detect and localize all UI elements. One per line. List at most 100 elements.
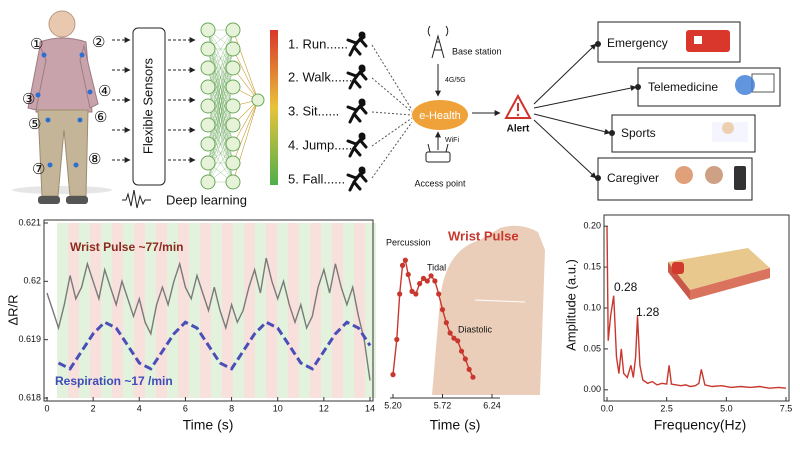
data-point [458, 348, 465, 354]
background-stripe [277, 223, 288, 398]
annotation: 0.28 [614, 280, 638, 294]
x-tick-label: 4 [137, 403, 142, 413]
y-tick-label: 0.62 [23, 276, 41, 286]
background-stripe [211, 223, 222, 398]
data-point [466, 366, 472, 372]
background-stripe [365, 223, 376, 398]
y-tick-label: 0.00 [583, 384, 601, 394]
network-edge [207, 124, 234, 183]
activity-icon [346, 170, 368, 192]
network-edge [232, 29, 259, 101]
sensor-strip [474, 299, 526, 303]
activity: 4. Jump...... [288, 137, 356, 152]
series-label: Respiration ~17 /min [55, 374, 173, 388]
sensor-label: ④ [98, 83, 111, 100]
background-stripe [244, 223, 255, 398]
service-dots [595, 41, 641, 181]
network-edge [232, 99, 259, 164]
sensor-label: ① [30, 36, 43, 53]
hub-cloud [412, 100, 468, 130]
network-label: Deep learning [166, 192, 247, 207]
x-axis-label: Time (s) [430, 417, 481, 433]
wrist-photo [432, 225, 545, 395]
y-tick-label: 0.15 [583, 261, 601, 271]
network-node [225, 155, 241, 171]
x-tick-label: 14 [365, 403, 375, 413]
data-point [436, 291, 442, 297]
data-point [420, 275, 427, 281]
data-point [432, 278, 438, 284]
background-stripe [222, 223, 233, 398]
background-stripe [145, 223, 156, 398]
background-stripe [288, 223, 299, 398]
background-stripe [233, 223, 244, 398]
activity-icon [346, 102, 368, 124]
x-tick-label: 0.0 [601, 403, 614, 413]
data-point [439, 307, 446, 313]
network-edge [207, 29, 234, 107]
y-axis-label: ΔR/R [5, 294, 20, 325]
background-stripe [189, 223, 200, 398]
network-edge [207, 29, 234, 88]
sensor-label: ⑧ [88, 151, 101, 168]
background-stripe [321, 223, 332, 398]
plot-frame [43, 219, 374, 402]
sensor-box-label: Flexible Sensors [140, 57, 155, 154]
x-tick-label: 6.24 [483, 400, 501, 410]
data-point [447, 330, 453, 336]
background-stripe [354, 223, 365, 398]
base-station-label: Base station [452, 46, 502, 56]
data-point [417, 281, 423, 287]
color-bar [270, 30, 278, 185]
person [12, 10, 112, 204]
activity-icon [346, 68, 368, 90]
background-stripe [134, 223, 145, 398]
network-node [225, 41, 241, 57]
data-point [397, 291, 403, 297]
wave-icon [122, 189, 151, 209]
network-edge [207, 143, 234, 183]
network-node [225, 98, 241, 114]
service-links [533, 43, 637, 179]
y-tick-label: 0.618 [18, 392, 41, 402]
service-icons [675, 30, 775, 190]
network-node [200, 98, 216, 114]
series-label: Wrist Pulse ~77/min [70, 240, 184, 254]
background-stripe [90, 223, 101, 398]
x-tick-label: 8 [229, 403, 234, 413]
background-stripe [167, 223, 178, 398]
data-point [409, 288, 415, 294]
activity: 3. Sit...... [288, 103, 339, 118]
data-point [405, 271, 411, 278]
network-node [225, 60, 241, 76]
x-axis-label: Frequency(Hz) [654, 417, 747, 433]
x-tick-label: 5.72 [434, 400, 452, 410]
y-tick-label: 0.619 [18, 334, 41, 344]
background-stripe [112, 223, 123, 398]
network-node [200, 60, 216, 76]
service-label: Telemedicine [648, 80, 718, 94]
sensor-label: ② [92, 34, 105, 51]
x-tick-label: 2.5 [660, 403, 673, 413]
device-image [668, 248, 770, 300]
network-node [200, 22, 216, 38]
network-edge [207, 105, 234, 183]
y-tick-label: 0.621 [18, 217, 41, 227]
service-label: Sports [621, 126, 656, 140]
network-node [225, 136, 241, 152]
background-stripe [310, 223, 321, 398]
background-stripe [332, 223, 343, 398]
data-point [394, 336, 400, 343]
data-point [413, 291, 419, 297]
wifi-label: WiFi [445, 137, 459, 144]
annotation: Percussion [386, 237, 431, 247]
x-tick-label: 5.20 [384, 400, 402, 410]
chart-title: Wrist Pulse [448, 228, 519, 243]
activity: 1. Run...... [288, 36, 348, 51]
network-node [200, 41, 216, 57]
network-node [251, 93, 265, 107]
network-node [200, 155, 216, 171]
sensor-box [132, 27, 166, 186]
background-stripe [200, 223, 211, 398]
